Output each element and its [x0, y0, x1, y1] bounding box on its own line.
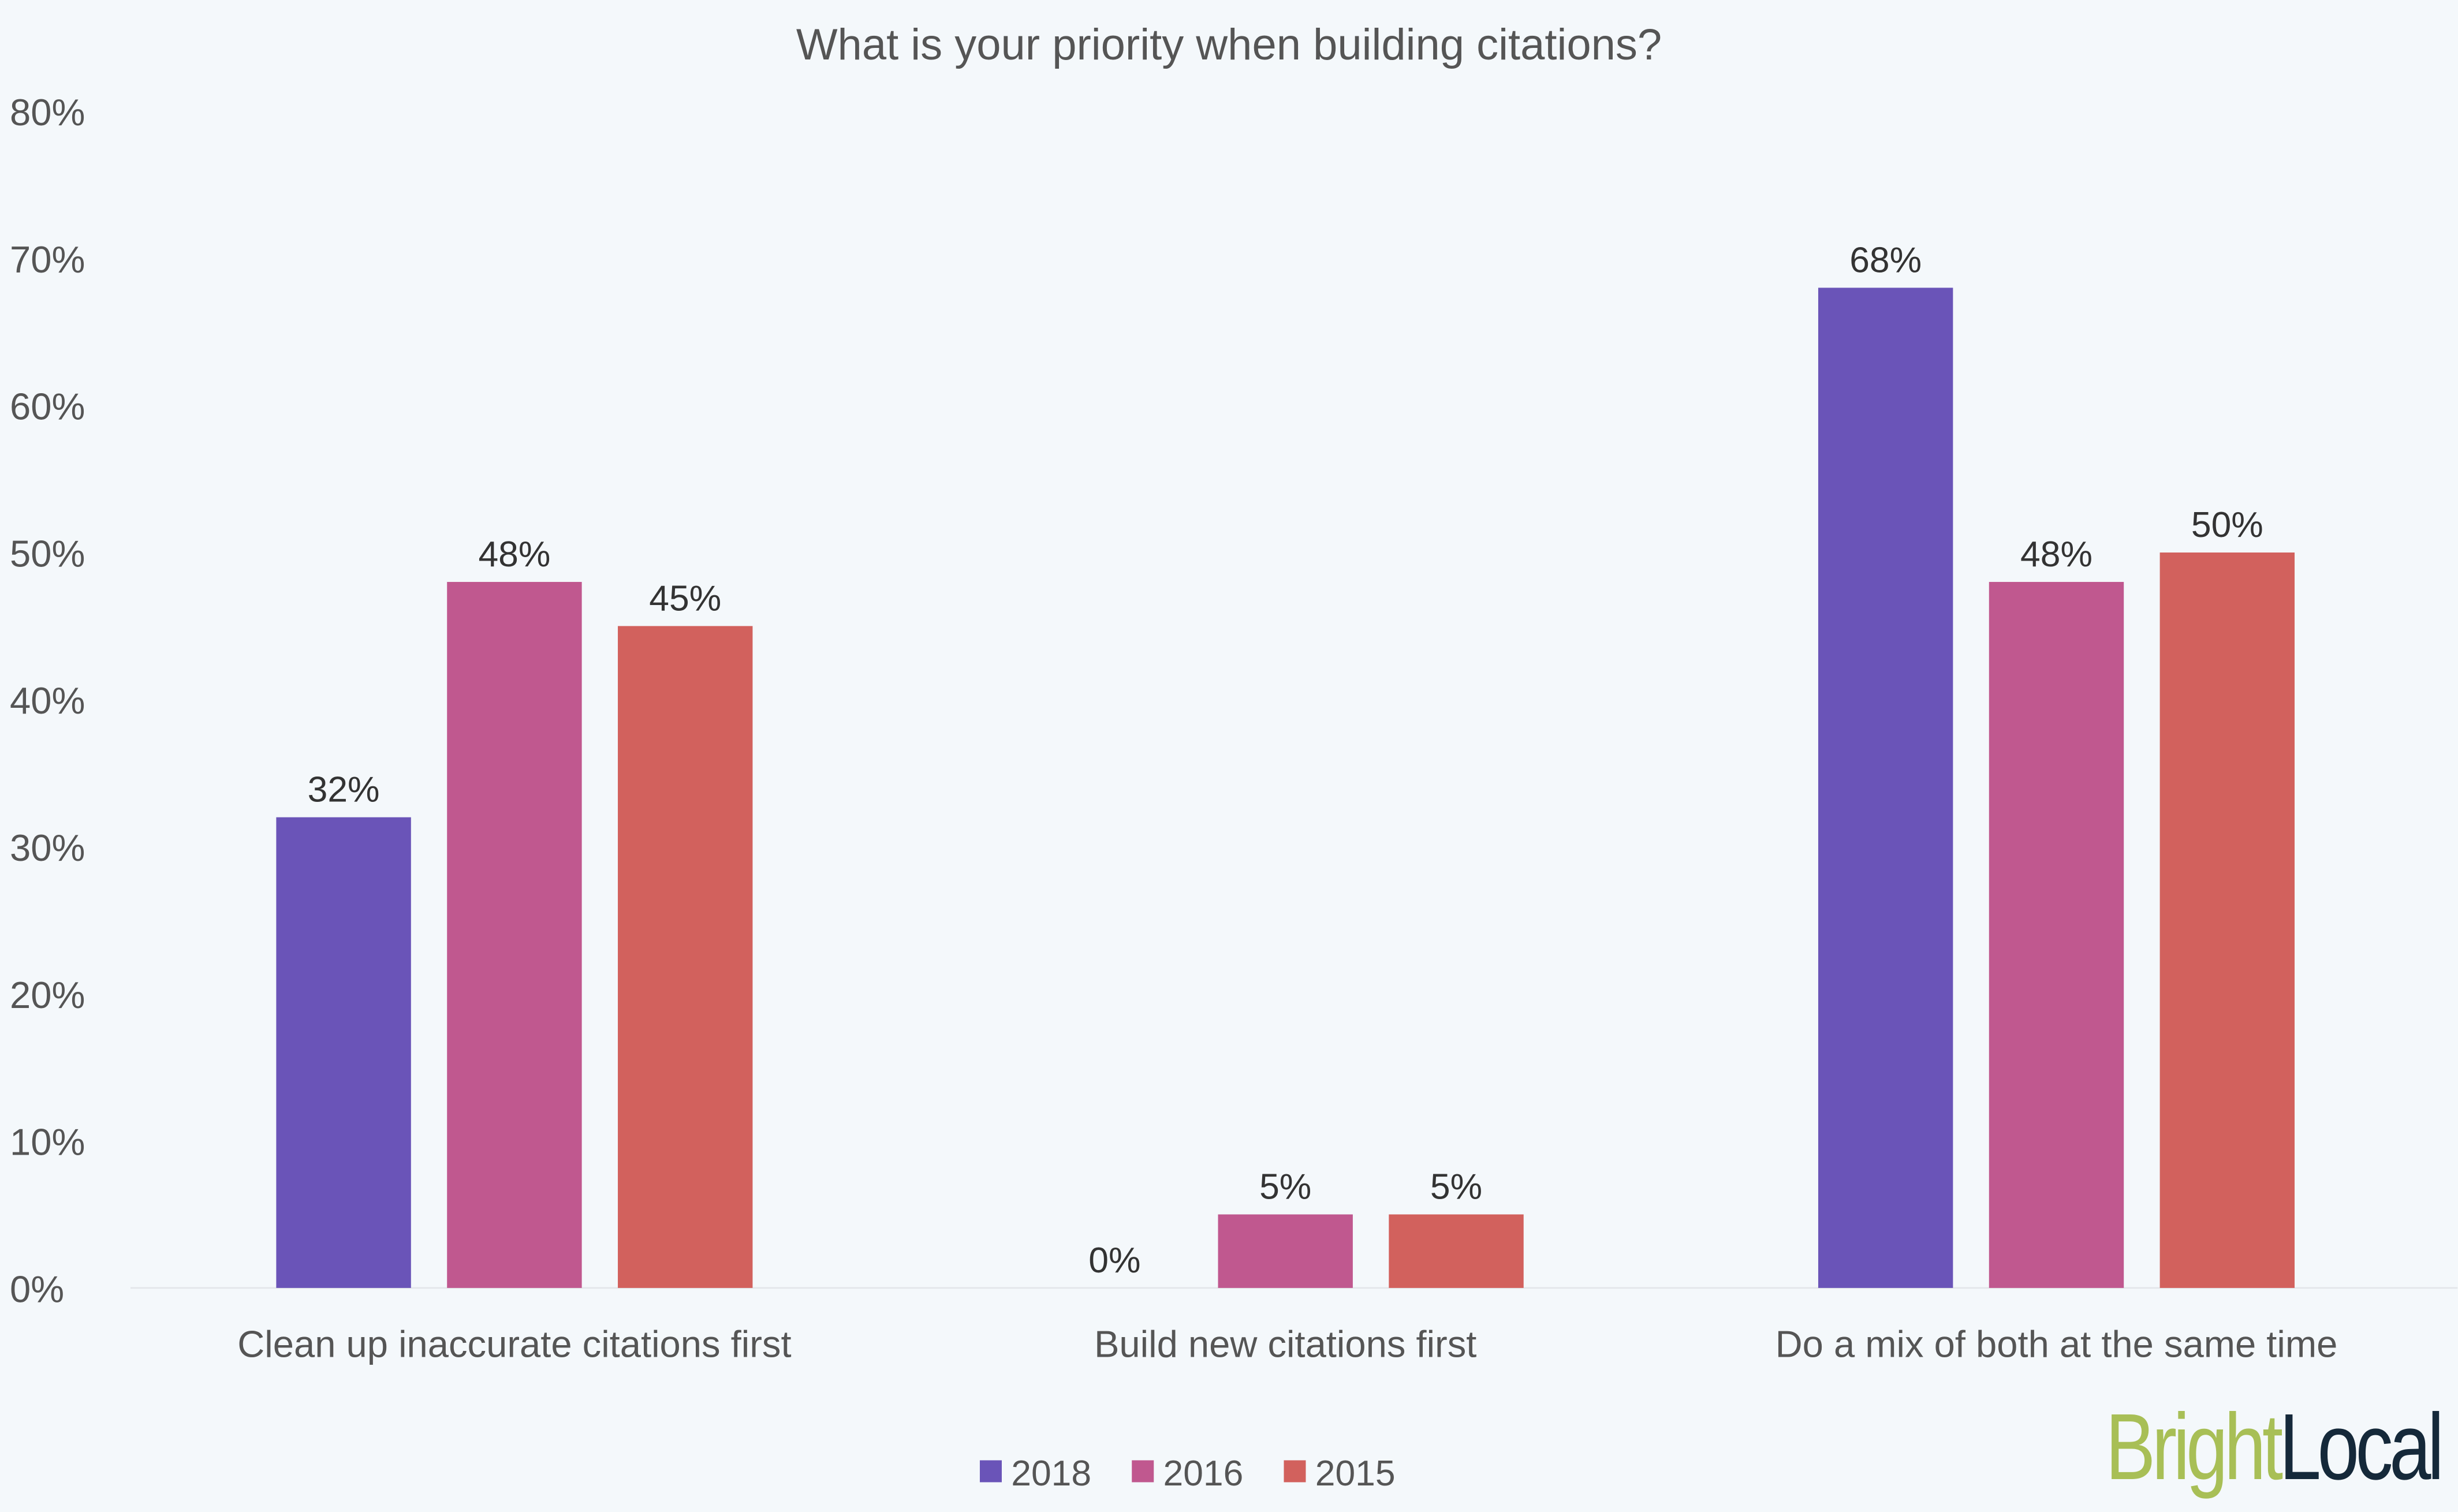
legend-swatch-2018: [979, 1460, 1002, 1483]
logo-part-bright: Bright: [2105, 1395, 2282, 1499]
y-tick-label: 80%: [10, 91, 85, 133]
category-label: Do a mix of both at the same time: [1776, 1323, 2338, 1365]
data-label: 0%: [1088, 1240, 1140, 1280]
y-tick-label: 20%: [10, 974, 85, 1016]
bar-2018: [276, 817, 411, 1288]
logo-part-local: Local: [2280, 1395, 2441, 1499]
bar-2016: [1989, 581, 2124, 1288]
data-label: 48%: [2020, 534, 2093, 574]
data-label: 48%: [478, 534, 550, 574]
legend-label: 2018: [1011, 1453, 1091, 1494]
y-tick-label: 30%: [10, 827, 85, 869]
y-tick-label: 40%: [10, 680, 85, 722]
bar-2015: [618, 626, 753, 1288]
y-tick-label: 0%: [10, 1268, 64, 1310]
brightlocal-logo: BrightLocal: [2105, 1395, 2440, 1499]
y-axis: 0% 10% 20% 30% 40% 50% 60% 70% 80%: [10, 91, 85, 1310]
bar-2016: [1218, 1214, 1353, 1288]
x-axis: Clean up inaccurate citations first Build…: [237, 1323, 2337, 1365]
data-label: 5%: [1430, 1166, 1482, 1207]
data-label: 5%: [1259, 1166, 1311, 1207]
legend-swatch-2015: [1284, 1460, 1306, 1483]
data-label: 50%: [2191, 505, 2263, 545]
data-label: 68%: [1849, 240, 1922, 280]
bar-2015: [1389, 1214, 1524, 1288]
y-tick-label: 10%: [10, 1121, 85, 1163]
legend-label: 2015: [1315, 1453, 1396, 1494]
legend-swatch-2016: [1132, 1460, 1154, 1483]
data-label: 32%: [308, 769, 380, 809]
category-label: Clean up inaccurate citations first: [237, 1323, 791, 1365]
legend: 2018 2016 2015: [979, 1453, 1396, 1494]
y-tick-label: 70%: [10, 238, 85, 281]
bar-2016: [447, 581, 582, 1288]
category-label: Build new citations first: [1094, 1323, 1476, 1365]
chart-title: What is your priority when building cita…: [796, 20, 1662, 69]
y-tick-label: 60%: [10, 386, 85, 428]
legend-label: 2016: [1163, 1453, 1244, 1494]
bars: 32% 48% 45% 0% 5% 5% 68% 48% 50%: [276, 240, 2295, 1288]
y-tick-label: 50%: [10, 532, 85, 574]
bar-2015: [2159, 552, 2295, 1288]
data-label: 45%: [649, 578, 721, 618]
bar-2018: [1818, 288, 1953, 1288]
